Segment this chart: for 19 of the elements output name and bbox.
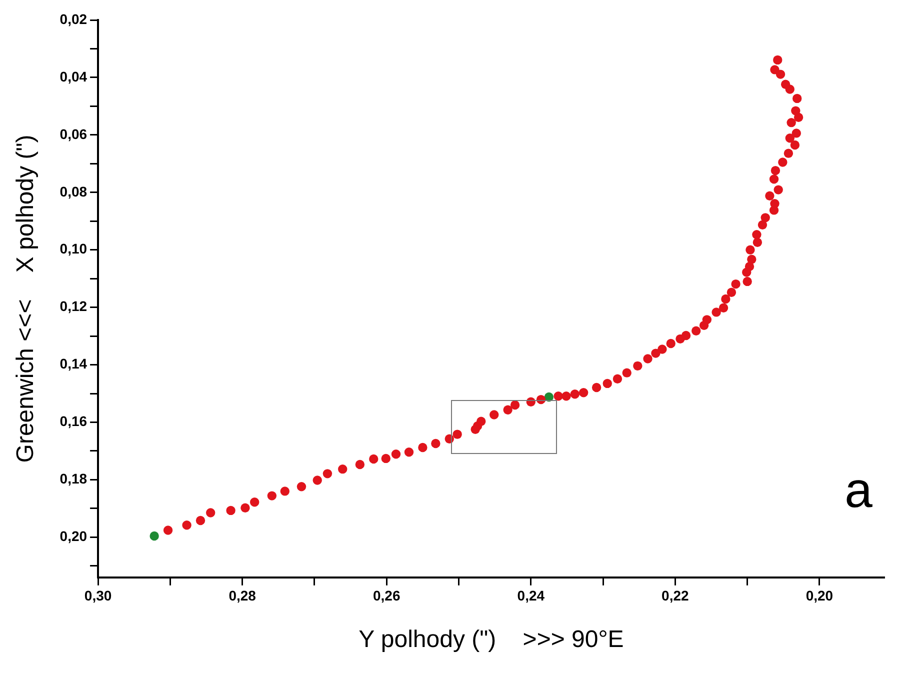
x-tick-label: 0,20 (806, 588, 834, 604)
x-tick-label: 0,28 (228, 588, 256, 604)
y-tick-label: 0,08 (60, 183, 88, 200)
y-tick-label: 0,16 (60, 413, 88, 430)
x-tick-label: 0,30 (84, 588, 112, 604)
annotation: a (844, 462, 873, 518)
x-axis-title: Y polhody (") >>> 90°E (358, 626, 624, 654)
y-tick-label: 0,14 (60, 356, 88, 372)
y-tick-label: 0,10 (60, 240, 88, 257)
y-tick-label: 0,20 (60, 528, 88, 544)
y-tick-label: 0,18 (60, 470, 88, 487)
x-tick-label: 0,24 (517, 588, 545, 604)
y-axis-title: Greenwich <<< X polhody (") (12, 134, 40, 463)
y-tick-label: 0,02 (60, 10, 88, 27)
y-tick-label: 0,04 (60, 68, 88, 84)
y-tick-label: 0,06 (60, 126, 88, 142)
x-tick-label: 0,26 (372, 588, 400, 604)
x-tick-label: 0,22 (662, 588, 690, 604)
y-tick-label: 0,12 (60, 298, 88, 314)
